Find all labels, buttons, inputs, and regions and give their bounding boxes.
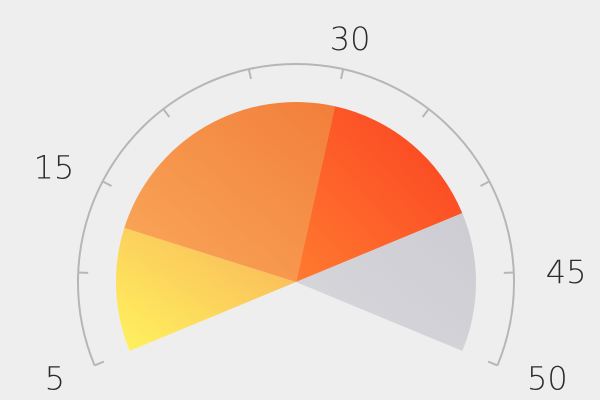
gauge-segment-3 (296, 106, 463, 283)
tick-label-15: 15 (34, 149, 75, 187)
tick-label-50: 50 (527, 360, 568, 398)
tick-mark-5 (94, 360, 105, 367)
tick-mark-30 (340, 68, 345, 80)
tick-mark-40 (480, 180, 490, 187)
gauge-segments (115, 102, 477, 351)
scale-ticks (78, 68, 514, 367)
gauge-segment-4 (296, 213, 477, 351)
tick-labels: 5 15 30 45 50 (34, 20, 587, 398)
tick-mark-35 (421, 108, 430, 118)
gauge-segment-2 (124, 102, 335, 282)
tick-mark-20 (162, 108, 171, 118)
gauge-segment-1 (115, 227, 297, 351)
tick-label-30: 30 (330, 20, 371, 58)
tick-mark-50 (487, 360, 498, 367)
tick-label-45: 45 (546, 253, 587, 291)
tick-mark-25 (247, 68, 252, 80)
tick-label-5: 5 (45, 360, 65, 398)
scale-arc (77, 63, 515, 366)
tick-mark-15 (102, 180, 112, 187)
